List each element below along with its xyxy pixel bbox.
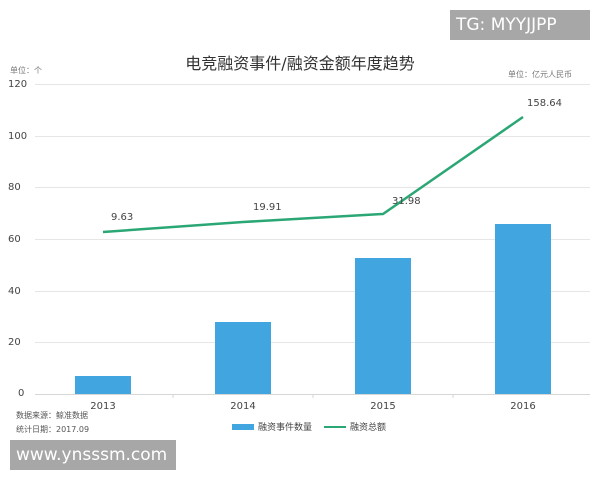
x-tick-2013: 2013 [90, 401, 116, 412]
bar-series [75, 224, 551, 394]
x-tick-2014: 2014 [230, 401, 256, 412]
left-unit-label: 单位：个 [10, 66, 42, 75]
line-series [102, 115, 524, 234]
y-tick-80: 80 [8, 182, 21, 193]
x-tick-2015: 2015 [370, 401, 396, 412]
legend-line-label: 融资总额 [350, 423, 387, 433]
bar-2014 [215, 322, 271, 394]
date-note: 统计日期：2017.09 [16, 425, 90, 434]
legend-line-swatch [324, 425, 347, 428]
source-note: 数据来源：鲸准数据 [16, 411, 88, 420]
watermark-top: TG: MYYJJPP [450, 10, 590, 40]
legend: 融资事件数量 融资总额 [232, 420, 386, 433]
bar-2015 [355, 258, 411, 394]
line-label-2013: 9.63 [111, 212, 134, 223]
bar-2016 [495, 224, 551, 394]
bar-2013 [75, 376, 131, 394]
y-tick-100: 100 [8, 131, 28, 142]
x-tick-2016: 2016 [510, 401, 536, 412]
line-label-2015: 31.98 [392, 196, 421, 207]
watermark-bottom: www.ynsssm.com [10, 440, 176, 470]
line-label-2016: 158.64 [527, 98, 562, 109]
legend-bar-swatch [232, 423, 254, 430]
y-tick-0: 0 [18, 388, 25, 399]
x-axis-ticks [172, 394, 454, 398]
right-unit-label: 单位：亿元人民币 [508, 70, 572, 79]
chart-title: 电竞融资事件/融资金额年度趋势 [185, 54, 415, 73]
y-tick-60: 60 [8, 234, 21, 245]
y-tick-120: 120 [8, 79, 28, 90]
line-label-2014: 19.91 [253, 202, 282, 213]
y-tick-20: 20 [8, 337, 21, 348]
y-tick-40: 40 [8, 286, 21, 297]
legend-bar-label: 融资事件数量 [258, 423, 313, 433]
